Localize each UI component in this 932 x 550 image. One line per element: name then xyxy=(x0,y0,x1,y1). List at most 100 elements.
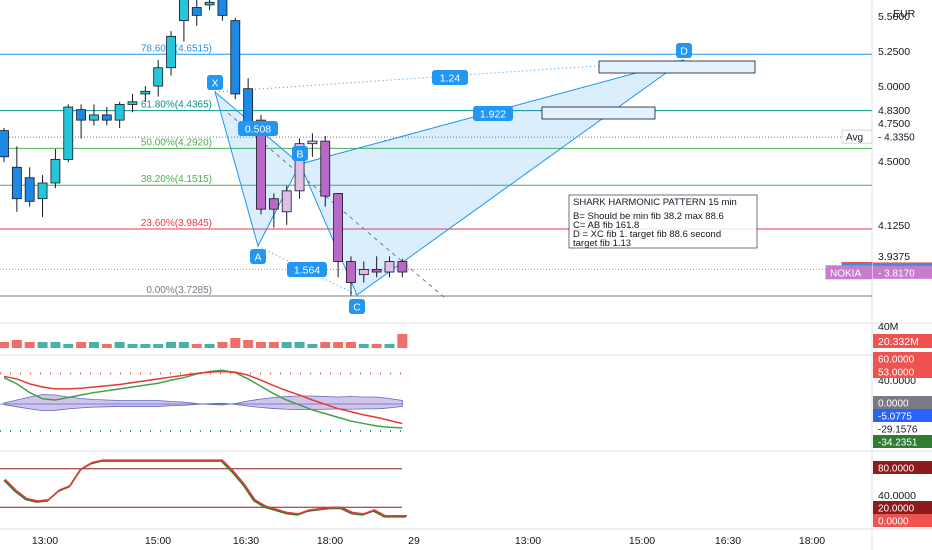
price-tag-label-bg xyxy=(825,265,873,280)
time-axis[interactable]: 13:00 15:00 16:30 18:00 29 13:00 15:00 16:30 18:… xyxy=(32,535,825,547)
volume-bar xyxy=(281,342,292,348)
ratio-ac-label[interactable] xyxy=(287,262,327,277)
volume-bar xyxy=(0,342,9,348)
candlestick-series[interactable] xyxy=(0,0,408,296)
ratio-xd-label[interactable] xyxy=(432,70,468,85)
osc2-value-tag xyxy=(873,514,932,527)
candle-body xyxy=(166,35,176,69)
price-tick: 4.5000 xyxy=(878,156,910,168)
price-axis[interactable]: EUR 5.5000 5.2500 5.0000 4.8300 4.7500 4… xyxy=(878,8,916,263)
candle-body xyxy=(320,140,331,197)
volume-bar xyxy=(230,338,241,348)
price-tag-label: Avg xyxy=(846,133,863,144)
point-b-label[interactable] xyxy=(292,146,308,161)
candle-body xyxy=(153,67,164,87)
volume-bar xyxy=(217,342,228,348)
price-tag-label: NOKIA xyxy=(830,268,861,279)
candle-body xyxy=(217,0,228,16)
candle-body xyxy=(281,190,292,213)
fib-level-label: 23.60%(3.9845) xyxy=(141,218,212,229)
candle-body xyxy=(294,143,305,192)
target-zone-box[interactable] xyxy=(598,60,756,74)
volume-axis-tick: 40M xyxy=(878,321,898,333)
volume-bar xyxy=(114,342,125,348)
candle-body xyxy=(191,7,202,16)
point-d-label[interactable] xyxy=(676,43,692,58)
ratio-xb-text: 0.508 xyxy=(245,124,271,136)
candle-body xyxy=(243,88,254,124)
pattern-labels[interactable]: X A B C D 0.508 1.564 1.922 1.24 xyxy=(207,43,692,314)
time-tick: 29 xyxy=(408,535,420,547)
volume-bar xyxy=(256,342,266,348)
point-x-text: X xyxy=(211,78,218,90)
currency-label: EUR xyxy=(893,8,916,20)
candle-body xyxy=(204,1,215,6)
point-c-text: C xyxy=(353,302,361,314)
volume-bar xyxy=(204,344,215,348)
candle-body xyxy=(397,261,408,273)
osc1-tags: 60.0000 53.0000 0.0000 -5.0775 -29.1576 -34.2… xyxy=(873,352,932,449)
osc2-value-text: 20.0000 xyxy=(878,504,915,515)
candle-body xyxy=(50,159,61,184)
volume-bar xyxy=(268,342,279,348)
fib-level-label: 50.00%(4.2920) xyxy=(141,137,212,148)
volume-bar xyxy=(320,342,331,348)
volume-current-text: 20.332M xyxy=(878,336,919,348)
candle-body xyxy=(178,0,189,22)
ratio-ac-text: 1.564 xyxy=(294,265,320,277)
candle-body xyxy=(371,269,382,273)
time-tick: 16:30 xyxy=(715,535,741,547)
osc2-red-line xyxy=(4,459,407,517)
candle-body xyxy=(256,119,266,210)
price-tick: 4.1250 xyxy=(878,220,910,232)
osc1-value-text: -5.0775 xyxy=(878,412,912,423)
volume-bar xyxy=(191,344,202,348)
annotation-frame xyxy=(568,194,758,249)
volume-bar xyxy=(397,334,408,348)
osc2-value-tag xyxy=(873,501,932,514)
price-tick: 5.5000 xyxy=(878,11,910,23)
volume-bar xyxy=(63,344,74,348)
fibonacci-retracement[interactable]: 141.40%(5.5500)127.20%(5.3330)100.00%(4.… xyxy=(0,0,872,297)
ratio-bd-label[interactable] xyxy=(473,106,513,121)
osc1-value-text: -34.2351 xyxy=(878,438,918,449)
price-tags[interactable]: High- 4.9505Avg- 4.3350Ask- 3.8300Bid- 3… xyxy=(825,0,932,280)
target-zone-box[interactable] xyxy=(541,106,656,120)
candle-body xyxy=(76,109,86,121)
volume-bar xyxy=(101,344,112,348)
point-x-label[interactable] xyxy=(207,75,223,90)
annotation-box[interactable]: SHARK HARMONIC PATTERN 15 min B= Should … xyxy=(568,194,758,249)
osc1-value-tag xyxy=(873,365,932,378)
volume-bar xyxy=(371,344,382,348)
oscillator-1[interactable] xyxy=(0,369,403,432)
candle-body xyxy=(37,182,48,200)
osc1-value-tag xyxy=(873,352,932,365)
point-c-label[interactable] xyxy=(349,299,365,314)
osc2-value-tag xyxy=(873,461,932,474)
volume-bar xyxy=(11,340,22,348)
candle-body xyxy=(333,193,344,262)
point-a-label[interactable] xyxy=(250,249,266,264)
volume-bar xyxy=(76,342,87,348)
volume-bar xyxy=(178,342,189,348)
fib-level-label: 61.80%(4.4365) xyxy=(141,100,212,111)
volume-bar xyxy=(384,344,395,348)
volume-series[interactable] xyxy=(0,334,408,348)
ratio-xb-label[interactable] xyxy=(238,121,278,136)
fib-level-label: 78.60%(4.6515) xyxy=(141,43,212,54)
annotation-line: B= Should be min fib 38.2 max 88.6 xyxy=(573,211,724,222)
osc2-axis-tick: 40.0000 xyxy=(878,490,916,502)
osc1-value-tag xyxy=(873,409,932,422)
candle-body xyxy=(268,198,279,210)
volume-bar xyxy=(358,344,369,348)
time-tick: 18:00 xyxy=(317,535,343,547)
ac-ratio-line xyxy=(257,245,358,296)
oscillator-2[interactable] xyxy=(0,459,407,518)
point-d-text: D xyxy=(680,46,688,58)
ratio-xd-text: 1.24 xyxy=(440,73,461,85)
point-b-text: B xyxy=(296,149,303,161)
annotation-line: C= AB fib 161.8 xyxy=(573,220,639,231)
volume-bar xyxy=(294,342,305,348)
